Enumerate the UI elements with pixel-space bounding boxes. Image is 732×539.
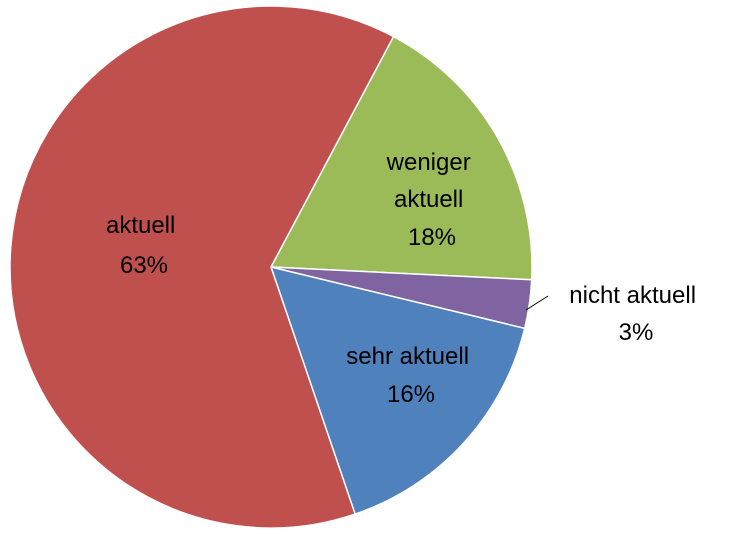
label-sehr-aktuell-line1: sehr aktuell — [346, 343, 469, 370]
label-nicht-aktuell-line1: nicht aktuell — [569, 282, 696, 309]
label-nicht-aktuell-percent: 3% — [619, 319, 654, 346]
label-aktuell-line1: aktuell — [106, 212, 175, 239]
slice-aktuell — [9, 5, 395, 529]
slice-weniger-aktuell — [269, 35, 533, 281]
label-nicht-aktuell: nicht aktuell 3% — [569, 282, 702, 346]
label-weniger-aktuell-percent: 18% — [408, 224, 456, 251]
label-weniger-aktuell-line2: aktuell — [394, 186, 463, 213]
label-sehr-aktuell-percent: 16% — [387, 381, 435, 408]
label-weniger-aktuell-line1: weniger — [386, 149, 471, 176]
label-aktuell: aktuell 63% — [106, 212, 182, 279]
label-sehr-aktuell: sehr aktuell 16% — [346, 343, 475, 408]
label-aktuell-percent: 63% — [120, 252, 168, 279]
leader-line-nicht-aktuell — [525, 295, 549, 311]
label-weniger-aktuell: weniger aktuell 18% — [386, 149, 478, 251]
pie-slices — [9, 5, 533, 529]
